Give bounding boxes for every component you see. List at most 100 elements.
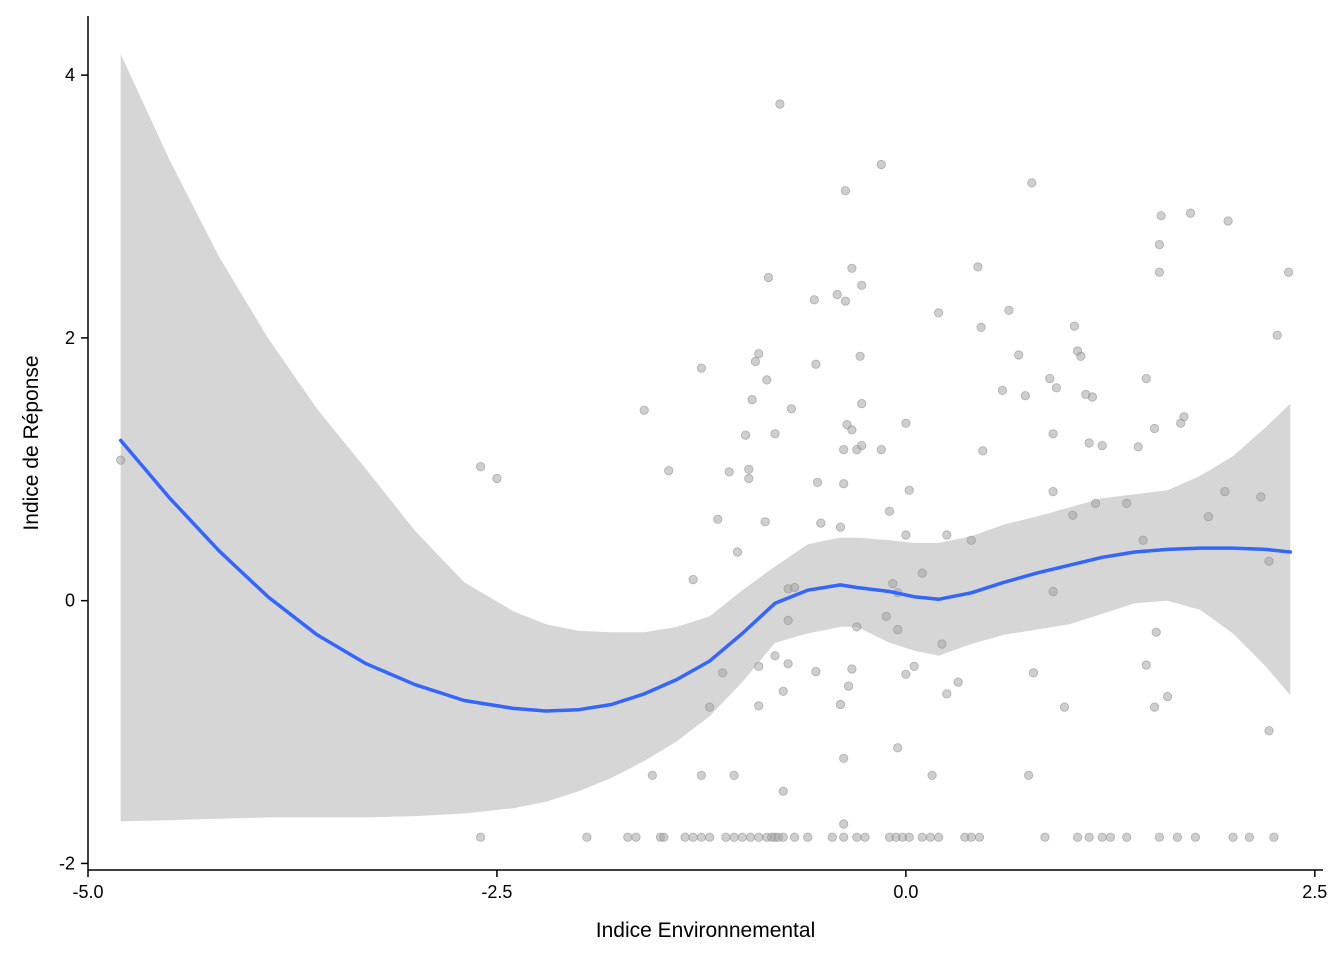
data-point xyxy=(811,666,821,677)
data-point xyxy=(860,832,870,842)
data-point xyxy=(778,686,788,696)
y-tick-label: 2 xyxy=(65,328,75,348)
data-point xyxy=(1163,691,1173,702)
data-point xyxy=(857,398,867,409)
data-point xyxy=(1133,442,1143,452)
axes-layer xyxy=(87,16,1323,871)
data-point xyxy=(827,832,837,842)
data-point xyxy=(835,699,846,710)
data-point xyxy=(659,832,669,842)
data-point xyxy=(1256,492,1266,502)
data-point xyxy=(1028,668,1039,678)
data-point xyxy=(1084,438,1094,448)
data-point xyxy=(893,743,903,753)
y-tick-label: -2 xyxy=(59,853,75,873)
data-point xyxy=(812,477,823,487)
data-point xyxy=(492,473,502,484)
data-point xyxy=(1014,350,1024,360)
data-point xyxy=(639,405,649,415)
data-point xyxy=(704,702,715,712)
data-point xyxy=(718,668,728,678)
data-point xyxy=(816,518,826,528)
data-point xyxy=(839,479,849,489)
data-point xyxy=(925,832,936,842)
data-point xyxy=(1122,498,1132,508)
data-point xyxy=(1269,832,1279,842)
data-point xyxy=(783,615,793,626)
data-point xyxy=(901,418,911,428)
data-point xyxy=(937,639,947,649)
data-point xyxy=(1087,392,1098,402)
data-point xyxy=(843,681,854,691)
data-point xyxy=(1244,832,1255,842)
confidence-ribbon xyxy=(120,54,1291,822)
data-point xyxy=(760,517,770,527)
data-point xyxy=(1084,832,1094,842)
data-point xyxy=(754,349,764,359)
data-point xyxy=(901,669,911,679)
data-point xyxy=(1076,351,1086,361)
data-point xyxy=(1097,440,1107,451)
data-point xyxy=(847,664,857,674)
data-point xyxy=(729,832,739,842)
data-point xyxy=(857,440,867,451)
data-point xyxy=(1185,208,1196,218)
data-point xyxy=(721,832,731,842)
data-point xyxy=(789,832,800,842)
smooth-line-layer xyxy=(118,438,1293,713)
data-point xyxy=(893,624,903,635)
data-point xyxy=(747,394,757,405)
data-point xyxy=(1069,321,1080,331)
data-point xyxy=(763,272,774,283)
data-point xyxy=(839,832,849,842)
data-point xyxy=(1073,832,1083,842)
data-point xyxy=(696,770,707,781)
data-point xyxy=(750,356,761,367)
data-point xyxy=(740,430,751,440)
data-point xyxy=(1020,391,1030,401)
data-point xyxy=(1040,832,1050,842)
data-point xyxy=(1122,832,1132,842)
data-point xyxy=(744,473,754,484)
data-point xyxy=(770,651,780,661)
data-point xyxy=(809,295,819,305)
data-point xyxy=(1190,832,1201,842)
data-point xyxy=(855,351,865,361)
data-point xyxy=(888,578,898,589)
y-ticks-layer: -2 0 2 4 xyxy=(59,65,88,873)
data-point xyxy=(1172,832,1183,842)
data-point xyxy=(1004,305,1014,315)
confidence-ribbon-layer xyxy=(120,54,1291,822)
data-point xyxy=(732,547,743,557)
data-point xyxy=(917,832,927,842)
x-tick-label: -2.5 xyxy=(481,882,512,902)
data-point xyxy=(904,485,914,495)
data-point xyxy=(1223,216,1233,226)
data-point xyxy=(1203,511,1214,522)
data-point xyxy=(966,535,976,545)
data-point xyxy=(680,832,690,842)
x-axis-title: Indice Environnemental xyxy=(596,919,815,942)
data-point xyxy=(803,832,813,842)
data-point xyxy=(1027,178,1037,188)
data-point xyxy=(839,444,849,455)
data-point xyxy=(1264,556,1274,566)
data-point xyxy=(770,429,780,439)
data-point xyxy=(688,574,698,585)
scatter-points-layer xyxy=(116,99,1294,842)
data-point xyxy=(857,280,867,290)
smooth-line xyxy=(118,438,1293,713)
data-point xyxy=(1149,702,1160,712)
data-point xyxy=(1149,423,1160,434)
data-point xyxy=(933,832,944,842)
data-point xyxy=(647,770,657,781)
data-point xyxy=(116,455,126,465)
data-point xyxy=(696,832,707,842)
data-point xyxy=(953,677,963,687)
data-point xyxy=(835,522,846,532)
data-point xyxy=(762,375,772,385)
data-point xyxy=(1154,267,1165,277)
data-point xyxy=(847,263,857,273)
data-point xyxy=(1228,832,1238,842)
